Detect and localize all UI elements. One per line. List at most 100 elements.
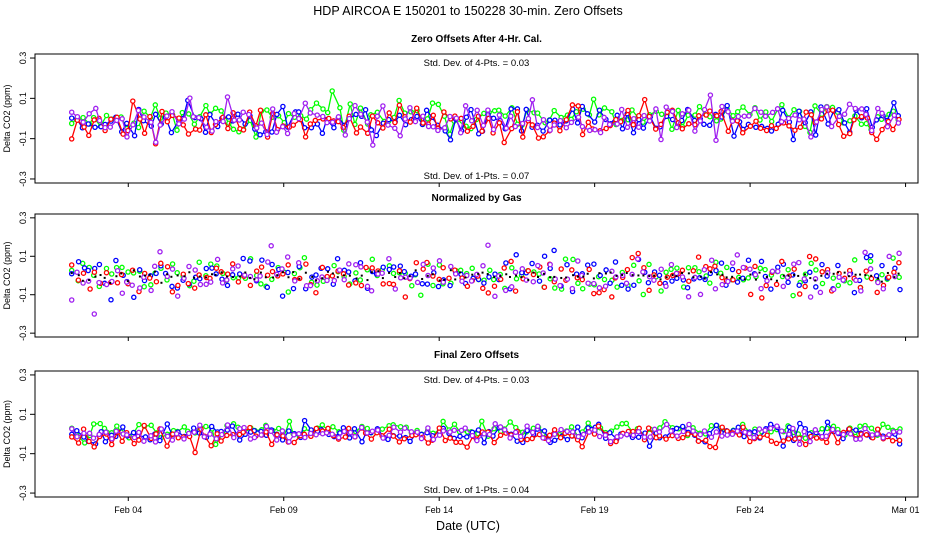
data-point (507, 435, 513, 441)
data-point (342, 274, 345, 277)
data-point (701, 266, 708, 273)
data-point (141, 422, 147, 429)
data-point (168, 129, 175, 136)
data-point (157, 249, 163, 255)
data-point (618, 433, 624, 439)
data-point (782, 274, 785, 277)
data-point (868, 275, 875, 282)
data-point (701, 121, 707, 128)
data-point (169, 289, 176, 295)
data-point (68, 262, 75, 268)
data-point (785, 279, 791, 286)
data-point (403, 277, 406, 280)
data-point (307, 121, 314, 127)
data-point (169, 108, 175, 115)
data-point (836, 106, 842, 113)
data-point (524, 423, 530, 429)
data-point (152, 102, 159, 108)
data-point (160, 281, 163, 284)
data-point (503, 125, 510, 131)
chart-panel-2: Normalized by Gas Delta CO2 (ppm) 0.3 0.1 -0… (2, 193, 919, 341)
data-point (186, 263, 192, 270)
data-point (386, 432, 392, 439)
data-point (757, 125, 764, 132)
data-point (246, 111, 252, 118)
data-point (896, 259, 902, 266)
data-point (120, 424, 126, 430)
data-point (164, 421, 171, 427)
data-point (877, 277, 880, 280)
y-tick-label: 0.1 (18, 250, 28, 263)
data-point (773, 281, 780, 288)
data-point (686, 121, 692, 127)
data-point (707, 92, 714, 98)
data-point (802, 441, 809, 448)
data-point (880, 280, 883, 283)
data-point (358, 264, 364, 270)
data-point (74, 427, 80, 434)
data-point (130, 98, 136, 104)
data-point (645, 425, 652, 431)
data-point (818, 106, 825, 113)
data-point (551, 437, 558, 444)
data-point (629, 254, 635, 261)
data-point (435, 101, 442, 108)
data-point (631, 282, 637, 288)
data-point (814, 279, 817, 282)
data-point (213, 265, 220, 271)
data-point (875, 279, 881, 286)
data-point (281, 271, 284, 274)
data-point (787, 274, 790, 277)
data-point (379, 426, 386, 432)
data-point (251, 434, 258, 441)
data-point (81, 265, 88, 271)
data-point (205, 276, 208, 279)
data-point (426, 274, 429, 277)
data-point (867, 258, 874, 265)
data-point (274, 111, 280, 118)
data-point (623, 420, 630, 427)
data-point (623, 280, 630, 287)
data-point (304, 271, 307, 274)
data-point (447, 137, 454, 143)
data-point (402, 116, 408, 122)
data-point (851, 257, 858, 263)
data-point (659, 278, 662, 281)
data-point (742, 429, 748, 435)
data-point (523, 106, 529, 113)
data-point (508, 106, 514, 112)
data-point (408, 275, 411, 278)
data-point (485, 242, 491, 248)
data-point (143, 274, 146, 277)
data-point (391, 424, 397, 430)
data-point (663, 104, 669, 110)
data-point (707, 443, 713, 450)
data-point (292, 271, 295, 274)
data-point (685, 431, 691, 437)
data-point (624, 266, 631, 273)
data-point (247, 424, 253, 431)
data-point (897, 272, 900, 275)
data-point (746, 430, 753, 437)
x-tick-label: Mar 01 (892, 505, 920, 515)
data-point (87, 286, 93, 292)
data-point (129, 282, 135, 288)
data-point (353, 261, 359, 268)
data-point (425, 425, 431, 431)
data-point (336, 267, 343, 273)
data-point (791, 261, 797, 267)
data-point (335, 114, 342, 120)
data-point (462, 425, 468, 431)
data-point (540, 435, 546, 441)
data-point (401, 268, 408, 275)
data-point (668, 266, 674, 273)
data-point (817, 289, 824, 296)
data-point (264, 131, 270, 138)
data-point (753, 118, 759, 124)
data-point (272, 276, 275, 279)
data-point (806, 253, 813, 260)
data-point (828, 123, 835, 130)
data-point (169, 266, 176, 272)
data-point (803, 109, 809, 115)
data-point (379, 270, 385, 276)
